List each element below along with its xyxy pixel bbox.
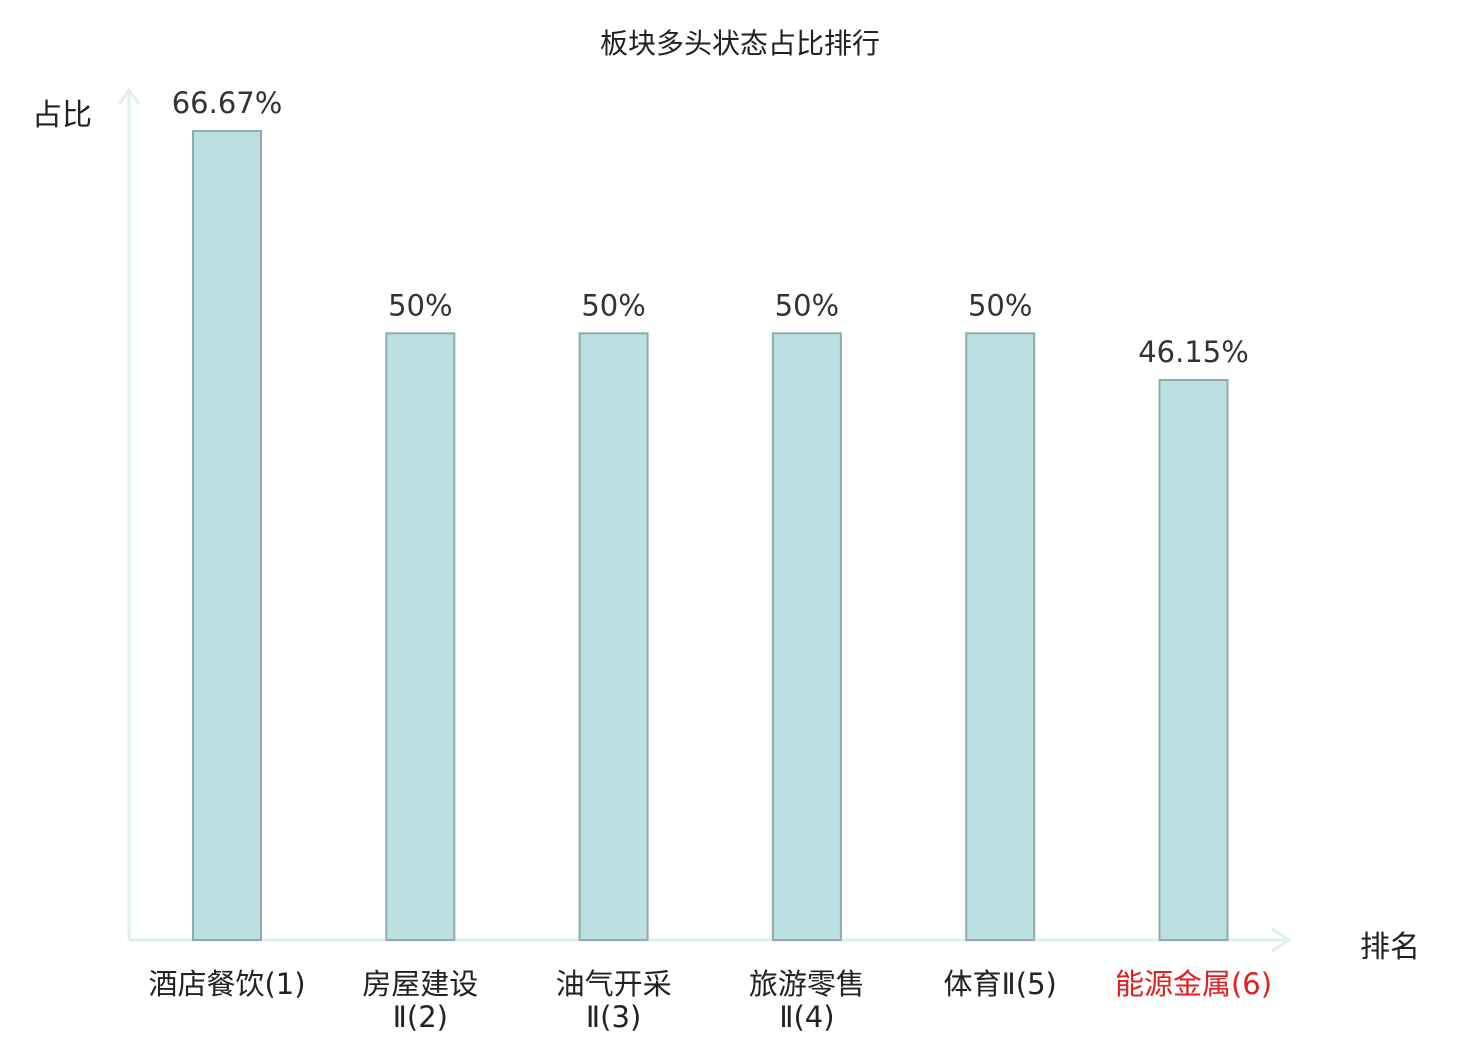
data-label: 50% bbox=[968, 288, 1032, 322]
x-axis-arrow-icon bbox=[1271, 927, 1292, 953]
data-label: 50% bbox=[581, 288, 645, 322]
data-label: 50% bbox=[388, 288, 452, 322]
x-tick-label: 体育Ⅱ(5) bbox=[944, 967, 1057, 1001]
bar bbox=[965, 332, 1036, 941]
x-tick-label: 能源金属(6) bbox=[1115, 967, 1272, 1001]
bar bbox=[771, 332, 842, 941]
bar bbox=[578, 332, 649, 941]
data-label: 66.67% bbox=[172, 86, 283, 120]
bar bbox=[385, 332, 456, 941]
chart-title: 板块多头状态占比排行 bbox=[599, 27, 880, 60]
y-axis-label: 占比 bbox=[32, 98, 92, 133]
bar bbox=[1158, 379, 1229, 941]
x-tick-label: Ⅱ(3) bbox=[586, 1000, 641, 1034]
bar bbox=[192, 130, 262, 941]
x-tick-label: 旅游零售 bbox=[749, 967, 865, 1001]
x-axis-label: 排名 bbox=[1360, 930, 1420, 965]
x-tick-label: Ⅱ(2) bbox=[393, 1000, 448, 1034]
x-tick-label: 酒店餐饮(1) bbox=[148, 967, 305, 1001]
data-label: 46.15% bbox=[1138, 335, 1249, 369]
x-tick-label: Ⅱ(4) bbox=[779, 1000, 834, 1034]
x-tick-label: 房屋建设 bbox=[362, 967, 478, 1001]
data-label: 50% bbox=[775, 288, 839, 322]
y-axis-arrow-icon bbox=[117, 87, 141, 105]
x-tick-label: 油气开采 bbox=[556, 967, 672, 1001]
